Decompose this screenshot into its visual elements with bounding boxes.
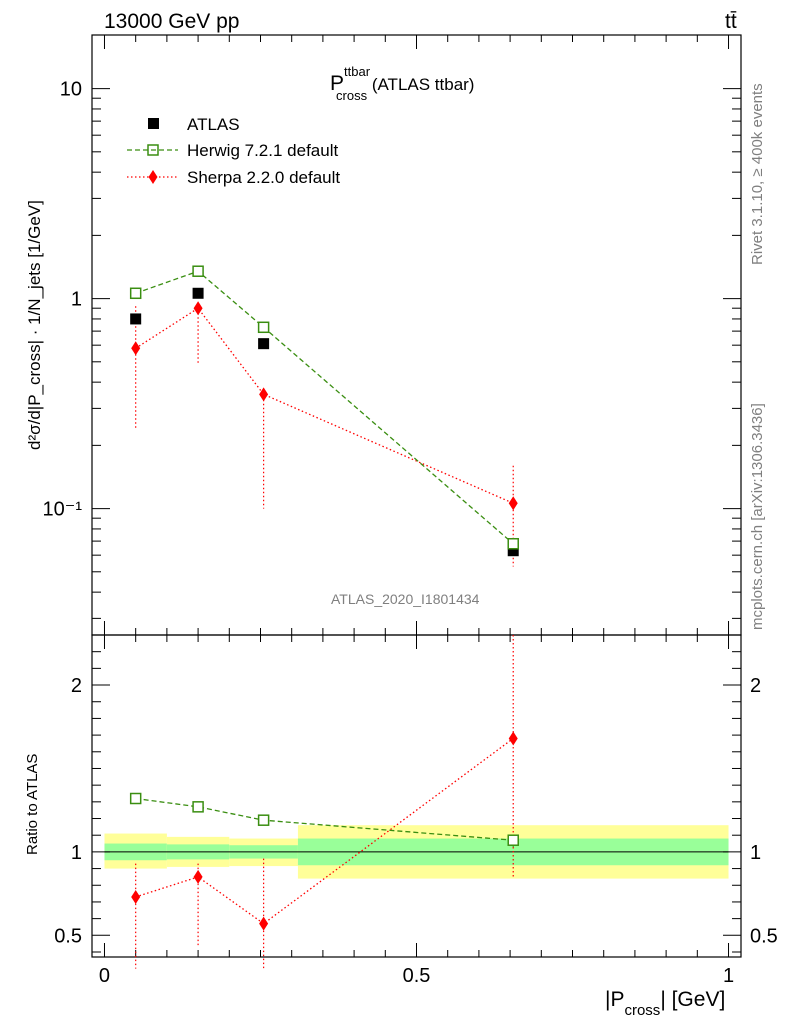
ratio-sherpa-point xyxy=(131,889,141,904)
ratio-y-tick-label: 0.5 xyxy=(54,925,82,947)
atlas-point xyxy=(192,287,204,299)
ratio-y-tick-label-right: 1 xyxy=(750,842,761,864)
legend-sherpa-label: Sherpa 2.2.0 default xyxy=(187,168,340,187)
plot-title-sup: ttbar xyxy=(344,64,371,79)
energy-label: 13000 GeV pp xyxy=(104,10,239,33)
mcplots-label: mcplots.cern.ch [arXiv:1306.3436] xyxy=(749,403,766,630)
sherpa-line xyxy=(135,307,514,504)
atlas-point xyxy=(258,338,270,350)
atlas-point xyxy=(507,545,519,557)
process-label: tt̄ xyxy=(725,10,737,33)
herwig-point xyxy=(192,265,204,277)
ratio-y-tick-label: 2 xyxy=(71,675,82,697)
y-tick-label: 10 xyxy=(60,79,82,101)
legend-atlas-label: ATLAS xyxy=(187,115,240,134)
herwig-point xyxy=(129,287,142,300)
ratio-y-tick-label-right: 2 xyxy=(750,675,761,697)
herwig-line xyxy=(135,270,514,545)
ratio-panel: 0 0.5 1 0.5 0.5 1 1 2 2 xyxy=(54,634,778,987)
ratio-y-tick-label: 1 xyxy=(71,842,82,864)
legend-atlas-marker xyxy=(148,118,159,129)
ratio-herwig-point xyxy=(257,814,270,826)
x-tick-label: 0.5 xyxy=(403,965,431,987)
plot-title: Pttbar cross (ATLAS ttbar) xyxy=(330,64,474,103)
legend-herwig-label: Herwig 7.2.1 default xyxy=(187,141,338,160)
sherpa-point xyxy=(193,301,203,316)
herwig-point xyxy=(507,537,519,550)
sherpa-point xyxy=(131,341,141,356)
legend-herwig-marker xyxy=(147,144,159,156)
atlas-point xyxy=(130,313,142,325)
rivet-label: Rivet 3.1.10, ≥ 400k events xyxy=(749,83,766,265)
x-axis-label-post: | [GeV] xyxy=(660,988,725,1011)
plot-title-main: P xyxy=(330,72,344,95)
legend-sherpa-marker xyxy=(148,170,158,184)
x-tick-label: 0 xyxy=(99,965,110,987)
ratio-herwig-point xyxy=(129,792,142,805)
herwig-point xyxy=(257,321,270,334)
ratio-sherpa-point xyxy=(508,731,518,746)
sherpa-point xyxy=(508,496,518,511)
x-tick-label: 1 xyxy=(723,965,734,987)
main-panel: 10⁻¹ 1 10 xyxy=(43,34,742,636)
x-axis-label: |Pcross| [GeV] xyxy=(605,988,725,1019)
ratio-sherpa-point xyxy=(259,916,269,931)
plot-title-sub: cross xyxy=(336,88,368,103)
ratio-frame xyxy=(91,634,742,958)
ratio-sherpa-line xyxy=(135,737,514,925)
x-axis-label-sub: cross xyxy=(624,1002,660,1019)
analysis-watermark: ATLAS_2020_I1801434 xyxy=(331,591,480,607)
ratio-herwig-point xyxy=(192,801,204,813)
legend: ATLAS Herwig 7.2.1 default Sherpa 2.2.0 … xyxy=(127,115,340,187)
ratio-y-tick-label-right: 0.5 xyxy=(750,925,778,947)
y-tick-label: 1 xyxy=(71,289,82,311)
x-axis-label-pre: |P xyxy=(605,988,624,1011)
ratio-herwig-line xyxy=(135,797,514,841)
ratio-y-axis-label: Ratio to ATLAS xyxy=(24,754,41,855)
ratio-herwig-point xyxy=(507,834,519,846)
sherpa-point xyxy=(259,387,269,402)
plot-title-suffix: (ATLAS ttbar) xyxy=(367,75,474,94)
ratio-sherpa-point xyxy=(193,869,203,884)
y-axis-label: d²σ/d|P_cross| · 1/N_jets [1/GeV] xyxy=(25,200,44,450)
y-tick-label: 10⁻¹ xyxy=(43,499,83,521)
